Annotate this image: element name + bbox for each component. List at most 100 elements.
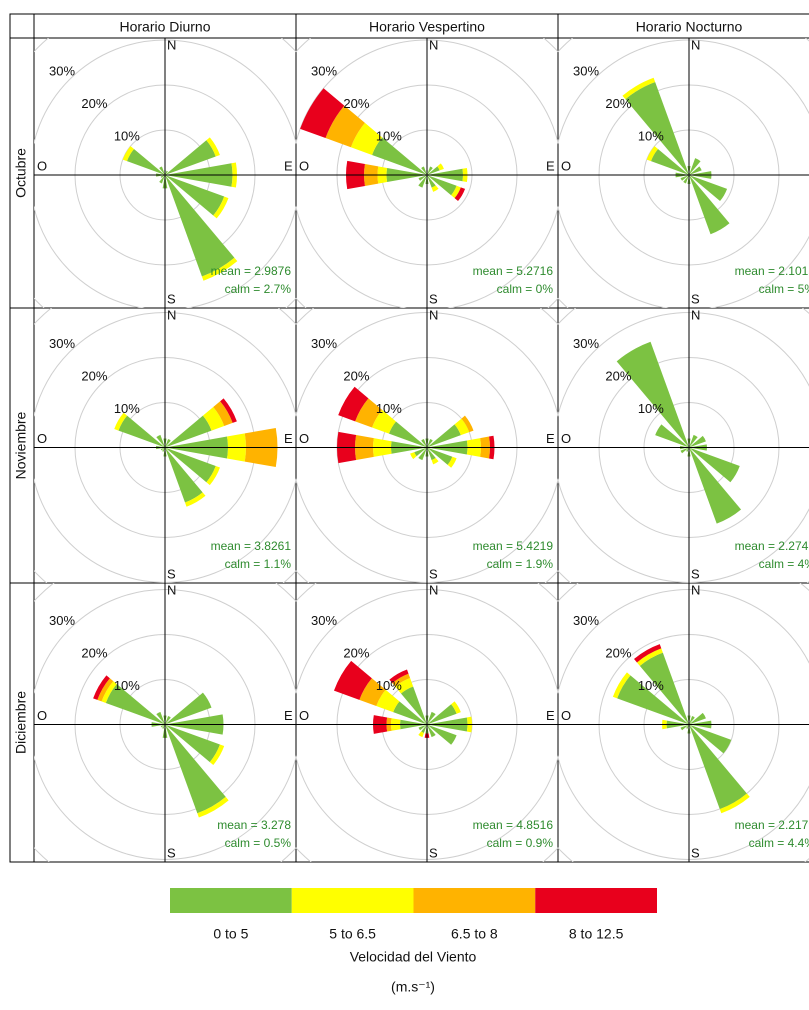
compass-label: O [299,708,309,723]
petal-segment [400,686,427,725]
petal-segment [197,796,229,818]
petal-segment [201,257,238,281]
ring-label: 10% [114,678,140,693]
petal-segment [300,88,345,139]
compass-label: N [167,307,176,322]
compass-label: N [691,307,700,322]
petal-segment [431,457,439,465]
compass-label: E [284,431,293,446]
ring-label: 30% [311,63,337,78]
petal-segment [625,81,689,175]
compass-label: O [37,708,47,723]
column-title: Horario Nocturno [636,19,743,35]
stat-annotation: calm = 4% [759,557,809,571]
petal-segment [165,724,220,763]
compass-label: N [429,307,438,322]
petal-segment [636,648,663,666]
petal-segment [418,731,424,738]
petal-segment [359,678,386,707]
petal-segment [372,409,396,434]
petal-segment [105,684,165,725]
petal-segment [418,175,427,188]
stat-annotation: mean = 2.2748 [735,539,809,553]
ring-label: 10% [638,128,664,143]
petal-segment [650,148,689,175]
petal-segment [213,401,233,426]
ring-label: 10% [114,128,140,143]
petal-segment [427,711,436,725]
petal-segment [683,175,689,184]
petal-segment [338,386,369,422]
compass-label: E [546,158,555,173]
column-title: Horario Vespertino [369,19,485,35]
petal-segment [451,185,461,199]
grid-ring [558,38,809,308]
compass-label: E [284,158,293,173]
petal-segment [156,434,165,448]
compass-label: O [37,158,47,173]
petal-segment [156,711,165,725]
petal-segment [689,447,742,524]
ring-label: 30% [573,63,599,78]
petal-segment [209,744,225,765]
ring-label: 10% [376,401,402,416]
column-title: Horario Diurno [119,19,210,35]
ring-label: 20% [343,368,369,383]
stat-annotation: mean = 3.278 [217,818,291,832]
compass-label: O [561,708,571,723]
petal-segment [686,724,689,729]
compass-label: N [429,582,438,597]
petal-segment [689,175,730,235]
ring-label: 30% [311,613,337,628]
ring-label: 30% [573,613,599,628]
petal-segment [395,677,414,694]
ring-label: 20% [343,96,369,111]
petal-segment [646,146,658,162]
ring-label: 30% [311,336,337,351]
compass-label: S [691,845,700,860]
compass-label: S [691,566,700,581]
compass-label: N [429,37,438,52]
petal-segment [617,675,689,725]
stat-annotation: calm = 0.9% [487,836,554,850]
ring-label: 20% [605,645,631,660]
compass-label: S [167,291,176,306]
compass-label: E [546,708,555,723]
ring-label: 10% [638,678,664,693]
petal-segment [325,105,365,148]
stat-annotation: mean = 4.8516 [473,818,554,832]
compass-label: O [561,431,571,446]
petal-segment [114,412,128,431]
compass-label: O [299,431,309,446]
petal-segment [220,398,237,423]
compass-label: E [546,431,555,446]
petal-segment [165,415,212,448]
stat-annotation: mean = 2.1015 [735,264,809,278]
petal-segment [418,447,427,461]
petal-segment [431,185,439,192]
petal-segment [622,77,656,100]
compass-label: O [37,431,47,446]
petal-segment [427,704,457,725]
stat-annotation: calm = 4.4% [749,836,809,850]
petal-segment [689,447,740,483]
ring-label: 10% [638,401,664,416]
petal-segment [410,452,417,460]
petal-segment [680,724,689,731]
petal-segment [421,439,427,448]
petal-segment [376,689,400,713]
legend-title: Velocidad del Viento [350,949,477,965]
petal-segment [185,492,206,507]
ring-label: 20% [81,96,107,111]
compass-label: S [167,566,176,581]
petal-segment [97,678,114,702]
petal-segment [165,692,212,725]
ring-label: 20% [343,645,369,660]
